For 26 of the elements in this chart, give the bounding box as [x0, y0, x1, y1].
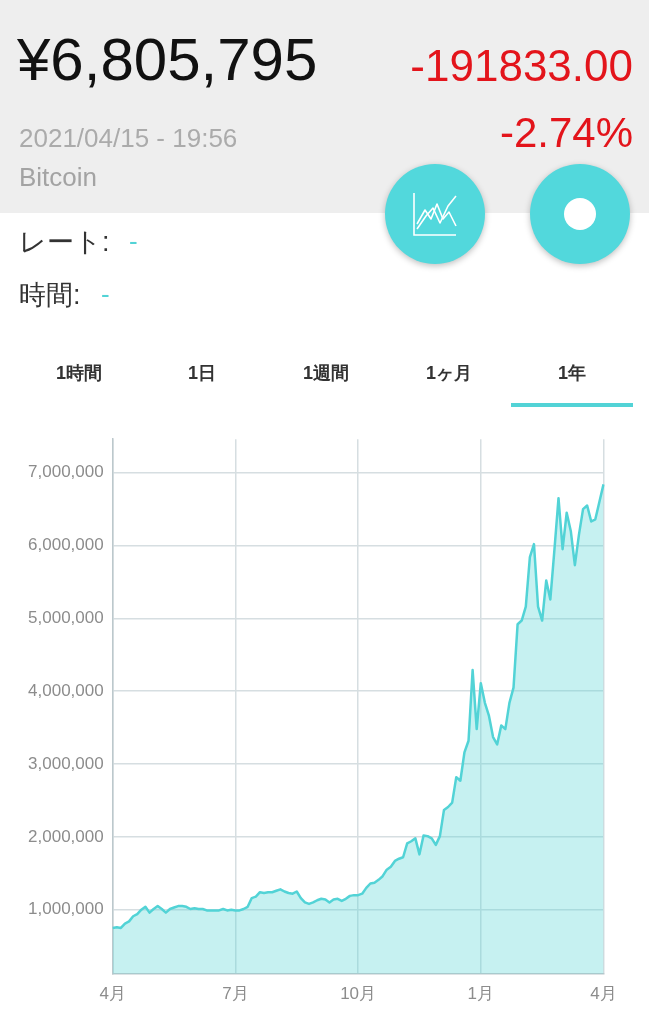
text: 時間:: [19, 280, 81, 311]
x-tick-label: 10月: [340, 983, 377, 1003]
x-tick-label: 4月: [99, 983, 126, 1003]
text: 1時間: [55, 362, 103, 383]
y-tick-label: 6,000,000: [28, 535, 104, 555]
y-tick-label: 5,000,000: [28, 608, 104, 628]
y-tick-label: 7,000,000: [28, 462, 104, 482]
x-tick-label: 1月: [467, 983, 495, 1003]
text: 1ヶ月: [425, 362, 473, 383]
text: -: [129, 225, 138, 256]
text: -191833.00: [410, 40, 633, 90]
text: 1週間: [302, 362, 350, 383]
chart-title: ¥6,805,795: [17, 26, 318, 93]
text: 1年: [557, 362, 587, 383]
text: レート:: [19, 227, 110, 258]
chart-subtitle: 2021/04/15 - 19:56: [19, 122, 238, 153]
text: Bitcoin: [19, 161, 98, 192]
x-tick-label: 7月: [222, 983, 249, 1003]
text: 1日: [187, 362, 217, 383]
x-tick-label: 4月: [590, 983, 617, 1003]
y-tick-label: 2,000,000: [28, 826, 104, 846]
y-tick-label: 1,000,000: [28, 899, 104, 919]
text: -: [101, 278, 110, 309]
text: -2.74%: [499, 109, 633, 157]
y-tick-label: 4,000,000: [28, 680, 104, 700]
y-tick-label: 3,000,000: [28, 753, 104, 773]
